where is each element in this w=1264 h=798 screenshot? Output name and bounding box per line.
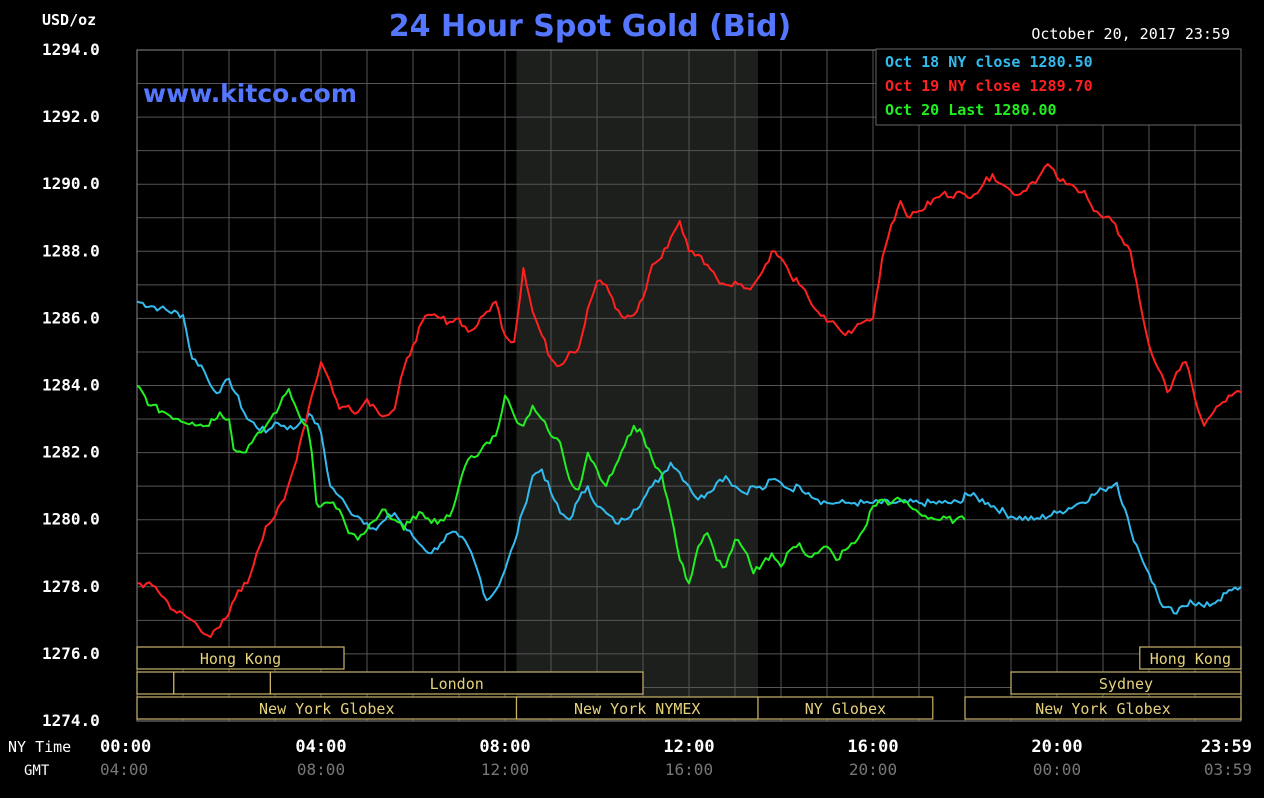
x-tick-label-gmt: 20:00	[849, 760, 897, 779]
session-bar: New York Globex	[136, 696, 518, 720]
session-label: New York NYMEX	[574, 700, 700, 718]
ny-time-label: NY Time	[8, 738, 71, 756]
session-bar-box	[136, 646, 345, 670]
timestamp: October 20, 2017 23:59	[1031, 25, 1230, 43]
session-bar: Hong Kong	[1139, 646, 1242, 670]
chart-title: 24 Hour Spot Gold (Bid)	[389, 9, 791, 44]
x-tick-label-ny: 08:00	[479, 737, 530, 757]
y-tick-label: 1286.0	[42, 308, 100, 327]
session-bar-box	[173, 671, 272, 695]
session-bar: London	[269, 671, 644, 695]
legend: Oct 18 NY close 1280.50 Oct 19 NY close …	[875, 48, 1242, 126]
grid	[136, 49, 1242, 722]
session-label: Sydney	[1099, 675, 1153, 693]
y-tick-label: 1294.0	[42, 40, 100, 59]
x-axis-ticks: 00:00 04:00 08:00 12:00 16:00 20:00 23:59 04:00…	[100, 737, 1252, 779]
session-bar-box	[1139, 646, 1242, 670]
series-line-oct-18	[136, 300, 1242, 615]
session-bar	[136, 671, 175, 695]
session-bar: New York NYMEX	[515, 696, 759, 720]
x-tick-label-ny: 16:00	[847, 737, 898, 757]
legend-entry-oct19: Oct 19 NY close 1289.70	[885, 77, 1093, 95]
session-label: NY Globex	[805, 700, 886, 718]
legend-entry-oct18: Oct 18 NY close 1280.50	[885, 53, 1093, 71]
series-line-oct-20	[136, 384, 966, 585]
session-bar-box	[964, 696, 1242, 720]
session-bar: NY Globex	[757, 696, 934, 720]
y-tick-label: 1292.0	[42, 107, 100, 126]
session-bar-box	[136, 671, 175, 695]
gmt-label: GMT	[24, 763, 50, 779]
y-tick-label: 1290.0	[42, 174, 100, 193]
market-sessions: Hong Kong Hong Kong London Sydney New York G…	[136, 646, 1242, 720]
session-bar-box	[269, 671, 644, 695]
session-label: Hong Kong	[200, 650, 281, 668]
x-tick-label-ny: 04:00	[295, 737, 346, 757]
session-bar	[173, 671, 272, 695]
y-tick-label: 1274.0	[42, 711, 100, 730]
x-tick-label-gmt: 03:59	[1204, 760, 1252, 779]
session-label: Hong Kong	[1150, 650, 1231, 668]
legend-entry-oct20: Oct 20 Last 1280.00	[885, 101, 1057, 119]
series-lines	[136, 163, 1242, 639]
unit-label: USD/oz	[42, 11, 96, 29]
session-label: London	[430, 675, 484, 693]
x-tick-label-ny: 20:00	[1031, 737, 1082, 757]
x-tick-label-gmt: 16:00	[665, 760, 713, 779]
x-tick-label-ny: 12:00	[663, 737, 714, 757]
y-axis-ticks: 1274.0 1276.0 1278.0 1280.0 1282.0 1284.0 1286…	[42, 40, 100, 730]
x-tick-label-ny: 23:59	[1201, 737, 1252, 757]
session-label: New York Globex	[259, 700, 394, 718]
y-tick-label: 1288.0	[42, 241, 100, 260]
y-tick-label: 1282.0	[42, 443, 100, 462]
y-tick-label: 1280.0	[42, 510, 100, 529]
x-tick-label-gmt: 00:00	[1033, 760, 1081, 779]
x-tick-label-gmt: 04:00	[100, 760, 148, 779]
x-tick-label-ny: 00:00	[100, 737, 151, 757]
session-bar: Hong Kong	[136, 646, 345, 670]
session-bar-box	[757, 696, 934, 720]
session-bar: New York Globex	[964, 696, 1242, 720]
series-line-oct-19	[137, 163, 1242, 639]
x-tick-label-gmt: 08:00	[297, 760, 345, 779]
session-bar-box	[1010, 671, 1242, 695]
y-tick-label: 1276.0	[42, 644, 100, 663]
session-bar: Sydney	[1010, 671, 1242, 695]
y-tick-label: 1284.0	[42, 376, 100, 395]
legend-box	[875, 48, 1242, 126]
session-label: New York Globex	[1035, 700, 1170, 718]
watermark: www.kitco.com	[143, 79, 357, 108]
x-tick-label-gmt: 12:00	[481, 760, 529, 779]
y-tick-label: 1278.0	[42, 577, 100, 596]
